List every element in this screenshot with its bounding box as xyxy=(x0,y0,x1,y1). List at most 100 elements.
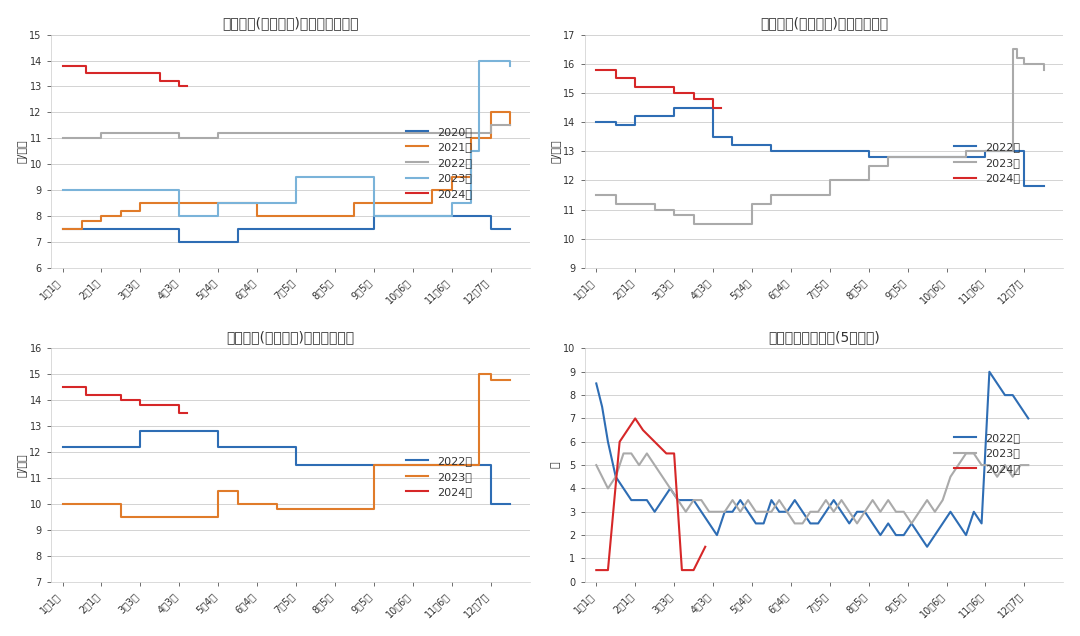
Line: 2024年: 2024年 xyxy=(63,387,187,413)
2023年 xyxy=(153,186,166,194)
2023年 xyxy=(648,206,661,214)
2020年 xyxy=(76,225,89,233)
2021年 xyxy=(56,225,69,233)
2020年 xyxy=(503,225,516,233)
2022年 xyxy=(920,153,933,161)
Title: 灰枣一级(期货二级)成交价：广东: 灰枣一级(期货二级)成交价：广东 xyxy=(226,331,354,345)
2022年 xyxy=(959,153,972,161)
2022年 xyxy=(687,104,700,111)
2023年 xyxy=(464,148,477,155)
2022年 xyxy=(95,129,108,137)
Line: 2022年: 2022年 xyxy=(596,372,1028,547)
2023年 xyxy=(711,508,724,516)
2023年 xyxy=(940,153,953,161)
2022年 xyxy=(348,129,361,137)
2023年 xyxy=(503,62,516,69)
2023年 xyxy=(473,371,486,378)
2023年 xyxy=(784,191,797,199)
2024年 xyxy=(687,95,700,102)
2024年 xyxy=(114,396,127,404)
2023年 xyxy=(212,199,225,207)
2022年 xyxy=(667,104,680,111)
2022年 xyxy=(706,133,719,141)
2022年 xyxy=(231,129,244,137)
2020年 xyxy=(309,225,322,233)
Line: 2020年: 2020年 xyxy=(63,216,510,242)
Title: 广东如意坊到货量(5日平均): 广东如意坊到货量(5日平均) xyxy=(768,331,880,345)
2023年 xyxy=(893,153,906,161)
2023年 xyxy=(1038,66,1051,73)
2023年 xyxy=(745,200,758,207)
2023年 xyxy=(726,220,739,228)
2024年 xyxy=(180,83,193,90)
2022年 xyxy=(114,443,127,451)
2024年 xyxy=(590,566,603,574)
2023年 xyxy=(348,174,361,181)
2023年 xyxy=(328,174,341,181)
2021年 xyxy=(76,218,89,225)
2022年 xyxy=(464,129,477,137)
2021年 xyxy=(367,199,380,207)
2021年 xyxy=(192,199,205,207)
2023年 xyxy=(667,212,680,219)
2022年 xyxy=(56,443,69,451)
2024年 xyxy=(95,391,108,399)
2020年 xyxy=(192,238,205,246)
2023年 xyxy=(328,506,341,513)
2022年 xyxy=(387,461,400,469)
2023年 xyxy=(1010,54,1023,62)
2022年 xyxy=(134,129,147,137)
2022年 xyxy=(823,148,836,155)
2023年 xyxy=(897,508,910,516)
2022年 xyxy=(76,443,89,451)
2023年 xyxy=(134,513,147,521)
2021年 xyxy=(173,199,186,207)
Line: 2024年: 2024年 xyxy=(596,69,720,107)
2020年 xyxy=(231,225,244,233)
2022年 xyxy=(270,129,283,137)
2024年 xyxy=(80,70,93,78)
2022年 xyxy=(328,461,341,469)
2024年 xyxy=(602,566,615,574)
2021年 xyxy=(153,199,166,207)
2022年 xyxy=(765,148,778,155)
2023年 xyxy=(629,200,642,207)
2024年 xyxy=(706,104,719,111)
2022年 xyxy=(173,427,186,435)
2023年 xyxy=(251,199,264,207)
2023年 xyxy=(95,186,108,194)
2021年 xyxy=(464,134,477,142)
2022年 xyxy=(609,121,622,129)
2022年 xyxy=(675,104,688,111)
2021年 xyxy=(289,212,302,220)
2023年 xyxy=(367,212,380,220)
2022年 xyxy=(387,129,400,137)
2023年 xyxy=(464,461,477,469)
2023年 xyxy=(862,162,875,170)
2022年 xyxy=(609,473,622,481)
2022年 xyxy=(406,129,419,137)
2023年 xyxy=(251,500,264,508)
Line: 2023年: 2023年 xyxy=(596,453,1028,523)
2024年 xyxy=(648,438,661,446)
2022年 xyxy=(192,427,205,435)
Line: 2023年: 2023年 xyxy=(596,49,1044,224)
2023年 xyxy=(590,191,603,199)
2020年 xyxy=(153,225,166,233)
2022年 xyxy=(212,129,225,137)
2023年 xyxy=(823,177,836,184)
2023年 xyxy=(804,191,816,199)
2022年 xyxy=(602,438,615,446)
2023年 xyxy=(309,174,322,181)
2022年 xyxy=(842,148,855,155)
Line: 2021年: 2021年 xyxy=(63,113,510,229)
2024年 xyxy=(596,566,609,574)
2023年 xyxy=(406,461,419,469)
2020年 xyxy=(212,238,225,246)
2024年 xyxy=(114,70,127,78)
2021年 xyxy=(426,186,438,194)
2023年 xyxy=(842,177,855,184)
2022年 xyxy=(920,543,933,551)
Title: 灰枣一级(期货二级)批发价格：河南: 灰枣一级(期货二级)批发价格：河南 xyxy=(222,17,359,31)
2020年 xyxy=(367,212,380,220)
